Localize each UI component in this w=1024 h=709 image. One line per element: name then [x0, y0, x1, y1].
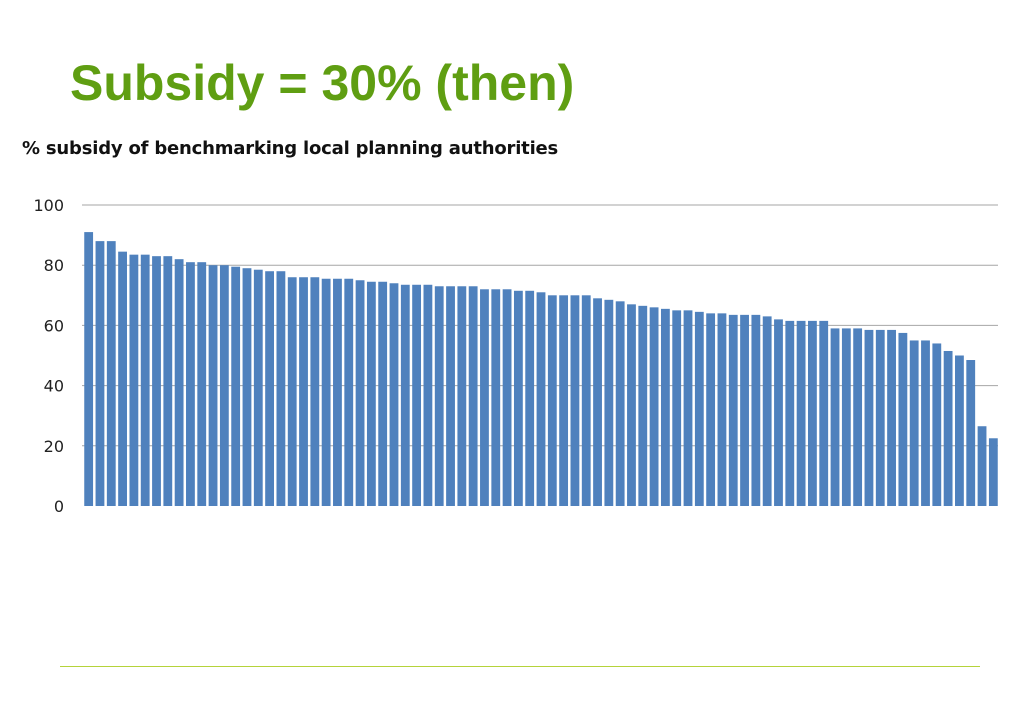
bar-81 [988, 438, 998, 506]
bar-76 [932, 343, 942, 506]
chart-title: % subsidy of benchmarking local planning… [22, 138, 559, 159]
bar-50 [638, 305, 648, 506]
bar-28 [389, 283, 399, 506]
bar-78 [955, 355, 964, 506]
bar-15 [242, 268, 252, 506]
bar-3 [106, 241, 116, 506]
bar-67 [830, 328, 840, 506]
bar-41 [536, 292, 546, 506]
bar-22 [321, 278, 331, 506]
bar-42 [547, 295, 557, 506]
bar-70 [864, 329, 874, 506]
bar-6 [140, 254, 150, 506]
y-tick-label-80: 80 [44, 256, 64, 275]
bar-61 [762, 316, 772, 506]
bar-44 [570, 295, 580, 506]
bar-36 [480, 289, 489, 506]
bar-57 [717, 313, 727, 506]
bar-40 [525, 290, 535, 506]
bar-62 [774, 319, 783, 506]
bar-34 [457, 286, 467, 506]
bar-19 [287, 277, 297, 506]
bar-1 [84, 232, 94, 506]
bar-69 [853, 328, 863, 506]
bar-13 [219, 265, 229, 506]
bar-80 [977, 426, 987, 506]
bar-66 [819, 320, 829, 506]
bar-10 [186, 262, 195, 506]
bar-30 [412, 284, 422, 506]
bar-17 [265, 271, 275, 506]
bar-24 [344, 278, 354, 506]
bar-55 [694, 311, 704, 506]
bar-21 [310, 277, 320, 506]
slide-title: Subsidy = 30% (then) [70, 55, 575, 111]
bar-56 [706, 313, 716, 506]
bar-71 [875, 329, 885, 506]
bar-26 [366, 281, 376, 506]
bar-11 [197, 262, 207, 506]
y-tick-label-40: 40 [44, 377, 64, 396]
bar-65 [807, 320, 817, 506]
y-tick-label-60: 60 [44, 316, 64, 335]
y-tick-label-0: 0 [54, 497, 64, 516]
bar-49 [627, 304, 636, 506]
bar-14 [231, 266, 241, 506]
bar-48 [615, 301, 625, 506]
bar-5 [129, 254, 139, 506]
y-axis-tick-labels: 0 20 40 60 80 100 [33, 196, 64, 516]
bar-18 [276, 271, 286, 506]
bar-4 [118, 251, 127, 506]
bar-45 [581, 295, 591, 506]
bar-23 [333, 278, 342, 506]
bar-31 [423, 284, 433, 506]
bar-39 [513, 290, 523, 506]
bar-32 [434, 286, 444, 506]
bar-53 [672, 310, 682, 506]
bar-77 [943, 350, 953, 506]
bar-63 [785, 320, 795, 506]
bar-43 [559, 295, 569, 506]
bar-51 [649, 307, 659, 506]
bar-27 [378, 281, 388, 506]
bar-46 [593, 298, 602, 506]
bar-12 [208, 265, 218, 506]
bar-75 [921, 340, 930, 506]
footer-divider [60, 666, 980, 667]
bar-79 [966, 360, 976, 506]
bar-38 [502, 289, 512, 506]
bar-25 [355, 280, 365, 506]
y-tick-label-20: 20 [44, 437, 64, 456]
bar-20 [299, 277, 308, 506]
bar-68 [841, 328, 851, 506]
bar-54 [683, 310, 693, 506]
y-tick-label-100: 100 [33, 196, 64, 215]
bar-59 [740, 314, 749, 506]
bar-60 [751, 314, 761, 506]
bar-8 [163, 256, 173, 506]
bar-35 [468, 286, 478, 506]
bar-52 [660, 308, 670, 506]
bar-9 [174, 259, 184, 506]
bars [84, 232, 998, 506]
bar-7 [152, 256, 161, 506]
bar-29 [400, 284, 410, 506]
bar-2 [95, 241, 105, 506]
bar-37 [491, 289, 501, 506]
bar-58 [728, 314, 738, 506]
bar-47 [604, 299, 614, 506]
bar-16 [253, 269, 263, 506]
bar-64 [796, 320, 806, 506]
bar-73 [898, 332, 908, 506]
bar-72 [887, 329, 896, 506]
bar-33 [446, 286, 455, 506]
bar-74 [909, 340, 919, 506]
